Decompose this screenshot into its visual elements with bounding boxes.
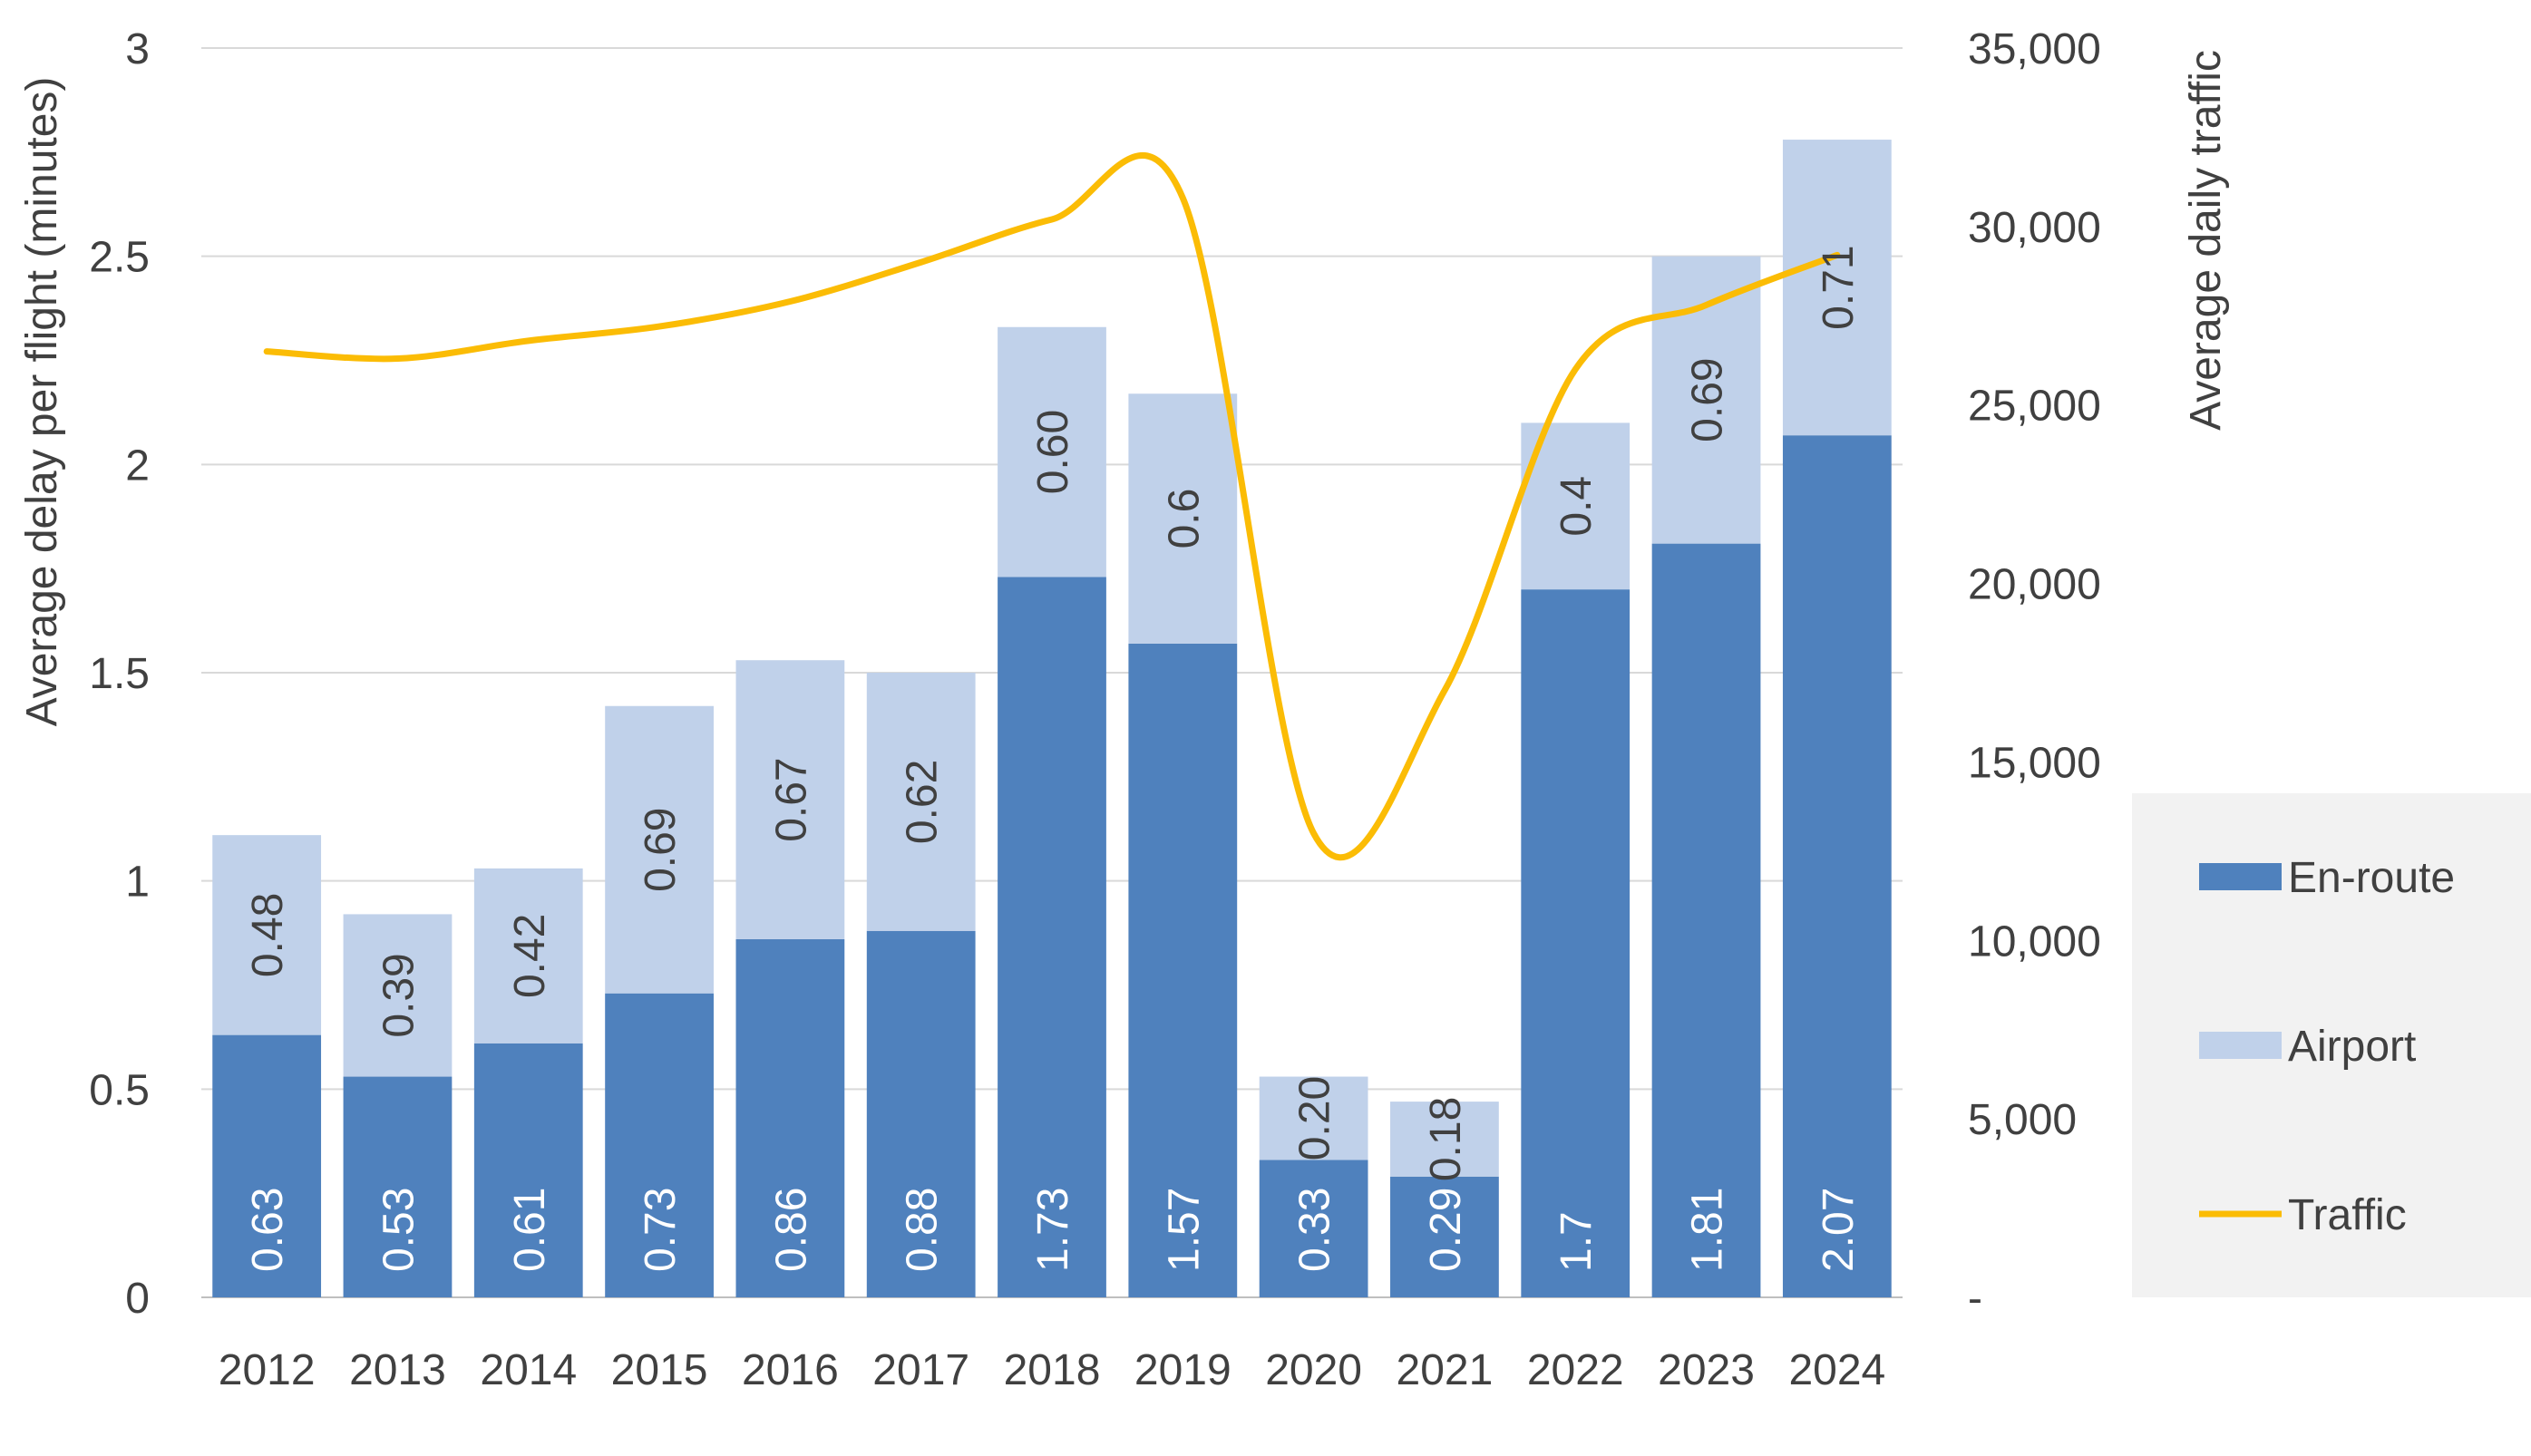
- bar-label-en-route: 1.73: [1029, 1188, 1077, 1272]
- x-tick-label: 2018: [1004, 1346, 1101, 1394]
- x-tick-label: 2024: [1788, 1346, 1885, 1394]
- bar-airport: [1128, 393, 1238, 644]
- y-left-tick-label: 1: [125, 859, 150, 907]
- bar-airport: [998, 326, 1106, 578]
- bar-en-route: [735, 938, 845, 1297]
- bar-airport: [1259, 1076, 1368, 1160]
- x-tick-label: 2019: [1134, 1346, 1231, 1394]
- bar-en-route: [866, 930, 976, 1297]
- bar-en-route: [1259, 1160, 1368, 1297]
- bar-label-en-route: 0.88: [899, 1188, 947, 1272]
- legend-label: En-route: [2288, 854, 2455, 902]
- bar-label-airport: 0.62: [899, 760, 947, 844]
- bar-en-route: [212, 1034, 322, 1297]
- y-right-tick-label: 10,000: [1968, 917, 2101, 966]
- bar-en-route: [473, 1043, 583, 1297]
- data-labels: 0.63 0.48 0.53 0.39 0.61 0.42 0.73 0.69 0.86 0.67…: [244, 245, 1863, 1272]
- traffic-line-path: [263, 152, 1841, 861]
- x-tick-label: 2021: [1397, 1346, 1494, 1394]
- bar-airport: [1782, 140, 1892, 436]
- bar-label-airport: 0.4: [1553, 476, 1601, 537]
- x-tick-label: 2020: [1265, 1346, 1362, 1394]
- y-right-tick-label: -: [1968, 1275, 1982, 1323]
- x-tick-label: 2013: [349, 1346, 446, 1394]
- bar-label-airport: 0.18: [1422, 1097, 1470, 1181]
- bar-en-route: [1521, 589, 1631, 1297]
- y-right-tick-label: 20,000: [1968, 561, 2101, 609]
- x-tick-label: 2022: [1527, 1346, 1624, 1394]
- y-axis-right-title: Average daily traffic: [2182, 50, 2230, 431]
- bar-label-airport: 0.39: [375, 953, 423, 1037]
- bar-label-en-route: 0.29: [1422, 1188, 1470, 1272]
- y-left-tick-label: 2.5: [89, 234, 150, 282]
- legend-swatch-airport: [2199, 1032, 2282, 1059]
- bar-label-en-route: 0.33: [1291, 1188, 1339, 1272]
- y-left-tick-label: 0: [125, 1275, 150, 1323]
- x-tick-label: 2023: [1658, 1346, 1755, 1394]
- bar-label-en-route: 0.86: [767, 1188, 815, 1272]
- bar-label-airport: 0.6: [1160, 489, 1208, 549]
- x-tick-label: 2015: [611, 1346, 708, 1394]
- legend-label: Airport: [2288, 1023, 2416, 1071]
- y-right-tick-label: 15,000: [1968, 739, 2101, 787]
- x-tick-label: 2016: [742, 1346, 839, 1394]
- bar-label-airport: 0.48: [244, 893, 292, 977]
- y-right-tick-label: 35,000: [1968, 25, 2101, 73]
- bar-label-en-route: 0.53: [375, 1188, 423, 1272]
- bar-en-route: [605, 993, 714, 1297]
- legend-label: Traffic: [2288, 1191, 2407, 1239]
- bar-en-route: [998, 577, 1106, 1297]
- bar-en-route: [1782, 435, 1892, 1297]
- y-axis-left-title: Average delay per flight (minutes): [18, 77, 66, 727]
- bar-label-airport: 0.60: [1029, 410, 1077, 494]
- bar-airport: [1390, 1102, 1499, 1177]
- bar-label-airport: 0.69: [637, 808, 685, 892]
- bar-label-en-route: 0.61: [506, 1188, 554, 1272]
- bar-label-airport: 0.67: [767, 757, 815, 841]
- y-right-tick-label: 30,000: [1968, 204, 2101, 252]
- x-tick-label: 2012: [219, 1346, 316, 1394]
- y-right-tick-label: 5,000: [1968, 1096, 2077, 1144]
- bar-label-en-route: 0.63: [244, 1188, 292, 1272]
- bar-airport: [212, 835, 322, 1035]
- bar-label-en-route: 1.7: [1553, 1211, 1601, 1272]
- y-right-tick-label: 25,000: [1968, 383, 2101, 431]
- bar-en-route: [1128, 643, 1238, 1297]
- bars: [212, 140, 1892, 1297]
- bar-airport: [473, 868, 583, 1043]
- y-left-tick-label: 3: [125, 25, 150, 73]
- y-left-tick-label: 1.5: [89, 650, 150, 698]
- legend: En-route Airport Traffic: [2132, 793, 2531, 1297]
- y-left-tick-label: 0.5: [89, 1066, 150, 1114]
- y-left-tick-label: 2: [125, 442, 150, 490]
- bar-airport: [866, 673, 976, 931]
- bar-airport: [343, 914, 453, 1077]
- bar-airport: [605, 705, 714, 994]
- bar-airport: [735, 660, 845, 939]
- bar-en-route: [1390, 1176, 1499, 1297]
- bar-label-airport: 0.71: [1815, 245, 1863, 329]
- bar-label-en-route: 0.73: [637, 1188, 685, 1272]
- bar-en-route: [1651, 543, 1761, 1297]
- bar-label-en-route: 2.07: [1815, 1188, 1863, 1272]
- x-tick-label: 2017: [872, 1346, 969, 1394]
- bar-label-airport: 0.20: [1291, 1076, 1339, 1160]
- bar-en-route: [343, 1076, 453, 1297]
- traffic-line: [263, 152, 1841, 861]
- bar-label-en-route: 1.57: [1160, 1188, 1208, 1272]
- legend-background: [2132, 793, 2531, 1297]
- axes: 0 0.5 1 1.5 2 2.5 3 - 5,000 10,000 15,000 20,000 25,…: [89, 25, 2101, 1394]
- x-tick-label: 2014: [480, 1346, 577, 1394]
- bar-label-airport: 0.69: [1684, 357, 1732, 442]
- bar-label-en-route: 1.81: [1684, 1188, 1732, 1272]
- bar-label-airport: 0.42: [506, 914, 554, 998]
- legend-swatch-en-route: [2199, 863, 2282, 890]
